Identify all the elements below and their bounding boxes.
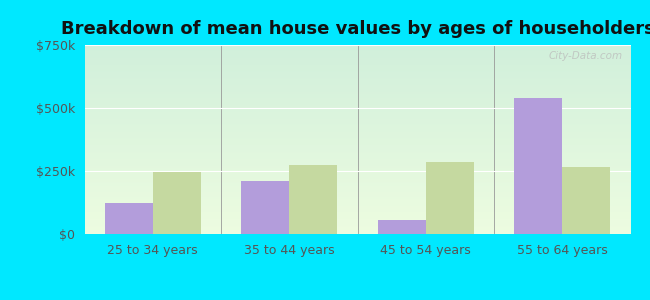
Text: City-Data.com: City-Data.com: [548, 51, 622, 61]
Bar: [562, 167, 610, 234]
Bar: [242, 181, 289, 234]
Bar: [378, 220, 426, 234]
Legend: Muddy, Montana: Muddy, Montana: [263, 299, 452, 300]
Title: Breakdown of mean house values by ages of householders: Breakdown of mean house values by ages o…: [60, 20, 650, 38]
Bar: [105, 202, 153, 234]
Bar: [426, 162, 473, 234]
Bar: [515, 98, 562, 234]
Bar: [289, 165, 337, 234]
Bar: [153, 172, 200, 234]
